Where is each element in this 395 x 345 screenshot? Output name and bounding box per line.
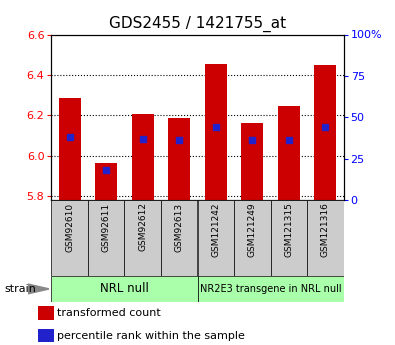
Bar xyxy=(198,200,234,276)
Bar xyxy=(271,200,307,276)
Text: GSM92611: GSM92611 xyxy=(102,203,111,252)
Bar xyxy=(198,276,344,302)
Bar xyxy=(51,200,88,276)
Bar xyxy=(234,200,271,276)
Text: GSM92613: GSM92613 xyxy=(175,203,184,252)
Bar xyxy=(38,306,54,320)
Bar xyxy=(88,200,124,276)
Text: transformed count: transformed count xyxy=(57,308,160,318)
Bar xyxy=(278,106,300,200)
Title: GDS2455 / 1421755_at: GDS2455 / 1421755_at xyxy=(109,16,286,32)
Text: strain: strain xyxy=(4,284,36,294)
Bar xyxy=(205,64,227,200)
Bar xyxy=(51,276,198,302)
Bar xyxy=(95,163,117,200)
Text: GSM121249: GSM121249 xyxy=(248,203,257,257)
Bar xyxy=(161,200,198,276)
Text: GSM121315: GSM121315 xyxy=(284,203,293,257)
Bar xyxy=(132,114,154,200)
Text: GSM121316: GSM121316 xyxy=(321,203,330,257)
Bar xyxy=(59,98,81,200)
Bar xyxy=(38,329,54,342)
Text: GSM121242: GSM121242 xyxy=(211,203,220,257)
Text: NRL null: NRL null xyxy=(100,283,149,295)
Text: GSM92612: GSM92612 xyxy=(138,203,147,252)
Polygon shape xyxy=(28,284,49,294)
Bar xyxy=(314,65,336,200)
Text: GSM92610: GSM92610 xyxy=(65,203,74,252)
Bar xyxy=(124,200,161,276)
Bar xyxy=(241,124,263,200)
Text: percentile rank within the sample: percentile rank within the sample xyxy=(57,331,245,341)
Bar xyxy=(168,118,190,200)
Text: NR2E3 transgene in NRL null: NR2E3 transgene in NRL null xyxy=(200,284,341,294)
Bar xyxy=(307,200,344,276)
